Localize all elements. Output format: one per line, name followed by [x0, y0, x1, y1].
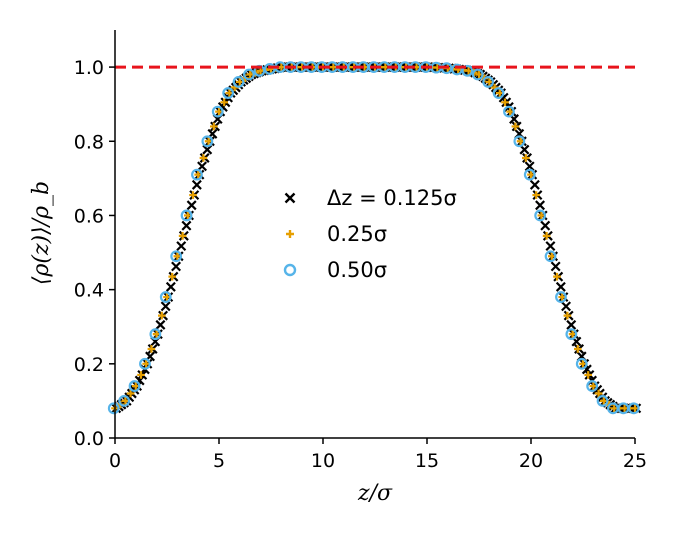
series-2-point-2	[128, 380, 141, 392]
series-0-point-157	[519, 144, 530, 155]
series-2-point-35	[471, 68, 484, 81]
legend-label-1: 0.25σ	[327, 222, 387, 246]
series-1-point-19	[210, 122, 218, 131]
series-0-point-23	[171, 261, 182, 272]
series-1-point-77	[511, 122, 520, 131]
y-tick-label-1: 0.2	[74, 354, 104, 376]
y-tick-label-5: 1.0	[74, 57, 104, 79]
series-2-point-8	[191, 168, 203, 181]
series-0-point-29	[186, 200, 197, 211]
series-2-point-7	[180, 209, 193, 222]
series-0-point-159	[524, 161, 535, 172]
series-2-point-42	[544, 250, 557, 263]
series-2-point-6	[170, 250, 183, 263]
x-tick-label-1: 5	[213, 450, 225, 472]
series-0-point-21	[165, 281, 176, 292]
series-0-point-35	[202, 144, 213, 155]
series-2-point-11	[222, 87, 235, 99]
series-0-point-167	[545, 241, 556, 252]
series-2-point-13	[243, 68, 255, 81]
series-2	[107, 61, 640, 415]
series-2-point-9	[201, 135, 214, 148]
series-1-point-21	[220, 98, 228, 107]
series-2-point-34	[461, 64, 474, 77]
series-2-point-43	[555, 291, 567, 303]
series-1-point-15	[189, 191, 197, 199]
series-1-point-7	[147, 345, 156, 353]
x-axis-label: z/σ	[357, 481, 393, 506]
legend-entry-0: Δz = 0.125σ	[284, 186, 457, 210]
series-1-point-91	[584, 371, 592, 379]
series-1-point-87	[563, 311, 572, 320]
legend: Δz = 0.125σ 0.25σ 0.50σ	[283, 186, 457, 282]
series-2-point-12	[232, 76, 245, 88]
legend-label-2: 0.50σ	[327, 258, 387, 282]
series-0-point-171	[555, 281, 566, 292]
series-0-point-175	[566, 319, 577, 330]
y-axis-label: ⟨ρ(z)⟩/ρ_b	[29, 181, 54, 285]
series-0-point-27	[181, 220, 192, 231]
y-tick-label-2: 0.4	[74, 280, 104, 302]
series-0-point-19	[160, 301, 171, 312]
series-2-point-39	[513, 135, 526, 148]
series-2-point-5	[159, 291, 172, 303]
series-0-point-163	[535, 200, 546, 211]
series-1-point-9	[158, 311, 166, 320]
y-tick-label-4: 0.8	[74, 131, 104, 153]
series-1-point-81	[532, 191, 540, 199]
series-2-point-0	[107, 402, 120, 415]
series-1-point-83	[542, 232, 551, 240]
series-1-point-13	[178, 232, 187, 240]
x-tick-label-5: 25	[623, 450, 647, 472]
y-tick-label-0: 0.0	[74, 428, 104, 450]
series-2-point-46	[586, 380, 599, 392]
series-2-point-3	[139, 357, 151, 370]
series-2-point-47	[596, 395, 609, 407]
series-1-point-5	[137, 371, 145, 379]
tick-layer: 0 5 10 15 20 25 0.0 0.2 0.4 0.6 0.8 1.0	[74, 57, 647, 472]
series-0-point-31	[191, 179, 202, 190]
series-2-point-45	[575, 357, 588, 370]
series-2-point-41	[534, 209, 547, 222]
legend-marker-2	[283, 263, 297, 277]
series-1-point-85	[553, 272, 561, 281]
series-0-point-33	[197, 161, 208, 172]
series-2-point-4	[149, 328, 162, 341]
series-2-point-1	[118, 395, 131, 407]
series-0-point-165	[540, 220, 551, 231]
legend-entry-2: 0.50σ	[283, 258, 387, 282]
series-2-point-40	[523, 168, 536, 181]
series-0-point-173	[561, 301, 572, 312]
series-2-point-10	[211, 105, 224, 118]
series-2-point-36	[482, 76, 495, 88]
legend-label-0: Δz = 0.125σ	[327, 186, 457, 210]
x-tick-label-3: 15	[415, 450, 439, 472]
series-2-point-50	[627, 402, 640, 415]
series-1-point-89	[574, 345, 582, 353]
series-1-point-3	[126, 389, 135, 398]
y-tick-label-3: 0.6	[74, 205, 104, 227]
series-1-point-11	[168, 272, 176, 281]
series-2-point-38	[503, 105, 515, 118]
legend-entry-1: 0.25σ	[286, 222, 387, 246]
series-2-point-37	[492, 87, 505, 99]
series-0-point-25	[176, 241, 187, 252]
series-1-point-17	[199, 154, 208, 162]
series-2-point-44	[565, 328, 578, 341]
legend-marker-1	[286, 230, 294, 238]
series-1-point-93	[594, 389, 603, 398]
series-0-point-17	[155, 319, 166, 330]
x-tick-label-4: 20	[519, 450, 543, 472]
x-tick-label-2: 10	[311, 450, 335, 472]
series-0-point-169	[550, 261, 561, 272]
series-0-point-161	[529, 179, 540, 190]
series-1-point-75	[501, 98, 509, 107]
legend-marker-0	[284, 192, 296, 204]
x-tick-label-0: 0	[109, 450, 121, 472]
series-1-point-79	[522, 154, 530, 162]
